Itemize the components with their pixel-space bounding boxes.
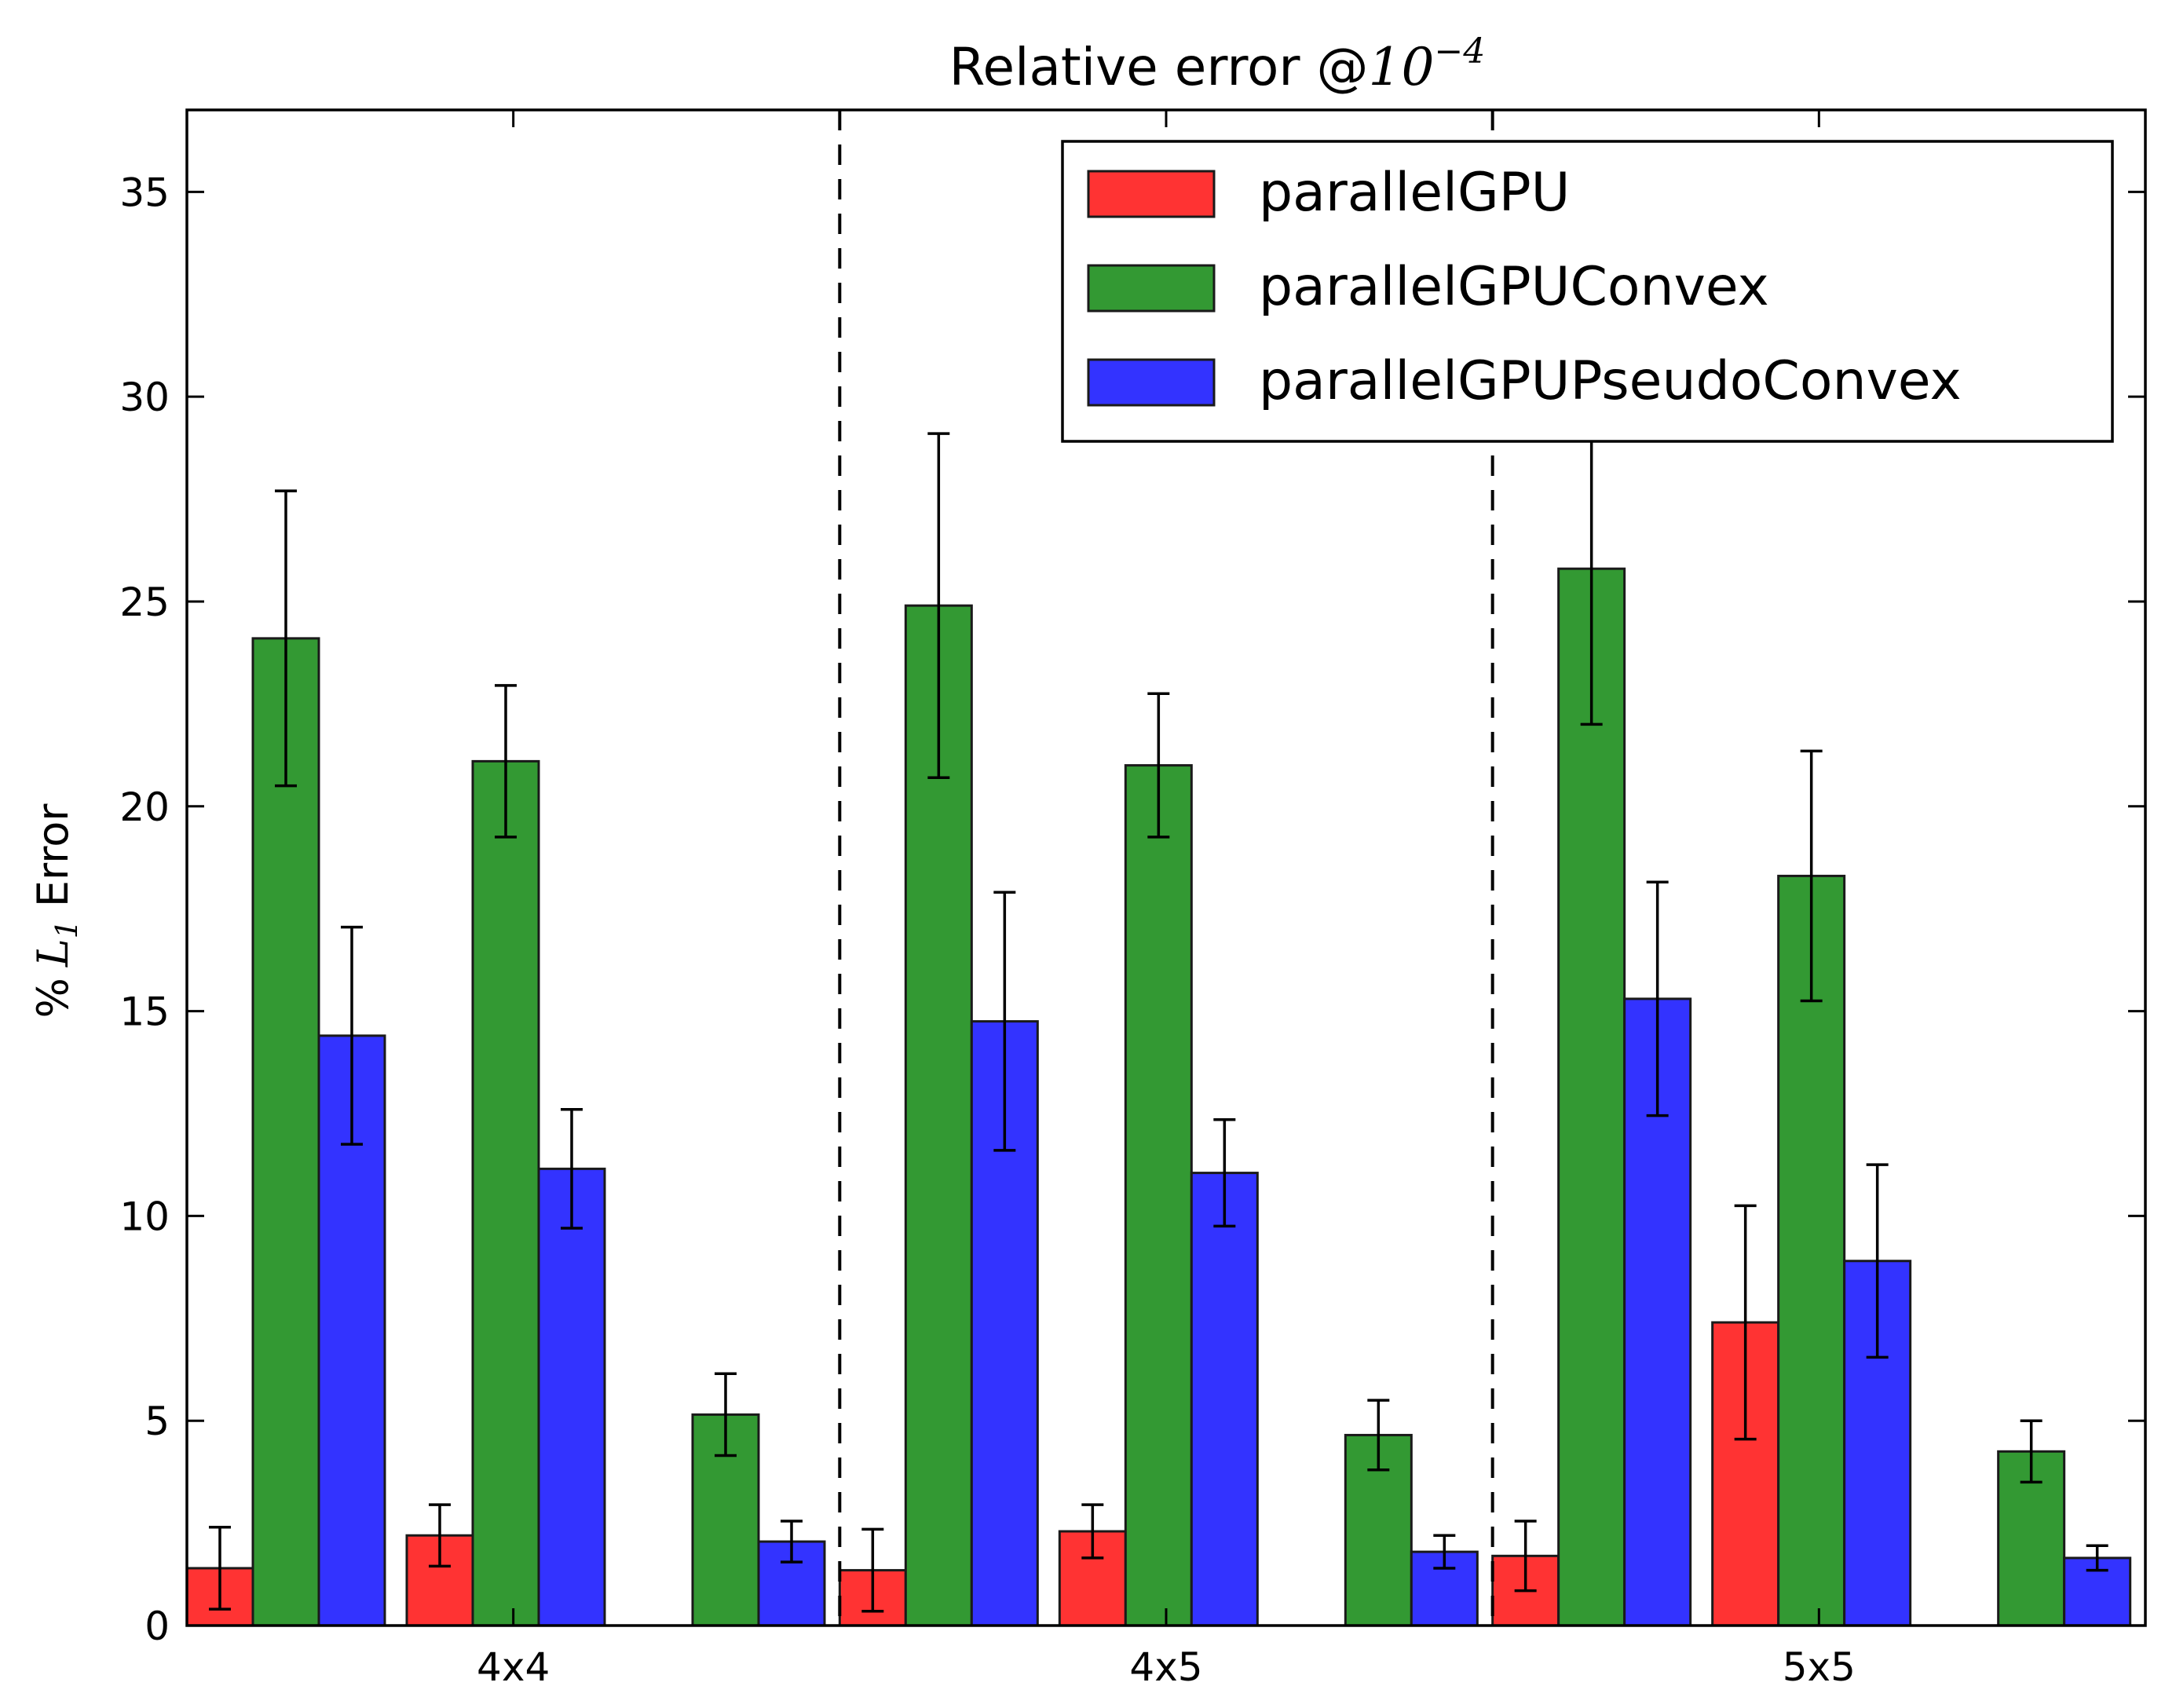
x-tick-label: 4x4 — [477, 1644, 550, 1690]
bar — [537, 1167, 606, 1627]
y-tick-label: 5 — [144, 1399, 170, 1444]
y-tick-label: 25 — [119, 580, 170, 625]
chart-title-math-base: 10 — [1369, 37, 1435, 97]
y-tick-label: 0 — [144, 1604, 170, 1649]
bar — [471, 759, 540, 1627]
y-tick-label: 30 — [119, 375, 170, 420]
legend-label: parallelGPUConvex — [1259, 256, 1769, 318]
bar — [1124, 764, 1193, 1627]
bar — [317, 1034, 386, 1627]
x-tick-label: 4x5 — [1129, 1644, 1202, 1690]
y-axis-label-sub: 1 — [49, 920, 84, 938]
x-tick-label: 5x5 — [1783, 1644, 1856, 1690]
bar — [1190, 1172, 1259, 1627]
y-axis-label-var: L — [28, 938, 78, 967]
legend-box — [1061, 140, 2114, 443]
y-axis-label-suffix: Error — [28, 803, 78, 907]
bar — [1557, 567, 1626, 1627]
y-tick-label: 10 — [119, 1194, 170, 1239]
legend-swatch — [1087, 264, 1216, 313]
y-tick-label: 15 — [119, 989, 170, 1035]
legend-label: parallelGPU — [1259, 162, 1570, 224]
legend-swatch — [1087, 358, 1216, 407]
y-axis-label: % L1 Error — [28, 803, 84, 1019]
chart-title-text: Relative error @ — [949, 37, 1369, 97]
axes: 0 5 10 15 20 25 30 35 4x4 4x5 5x5 — [119, 108, 2147, 1690]
legend-label: parallelGPUPseudoConvex — [1259, 350, 1962, 412]
y-tick-label: 35 — [119, 170, 170, 215]
legend: parallelGPU parallelGPUConvex parallelGPUP… — [1061, 140, 2114, 443]
chart-title: Relative error @10−4 — [949, 31, 1486, 97]
chart-title-math-exp: −4 — [1435, 31, 1486, 71]
y-tick-label: 20 — [119, 785, 170, 830]
y-axis-label-prefix: % — [28, 978, 78, 1018]
legend-swatch — [1087, 170, 1216, 218]
plot-area — [185, 110, 2132, 1627]
